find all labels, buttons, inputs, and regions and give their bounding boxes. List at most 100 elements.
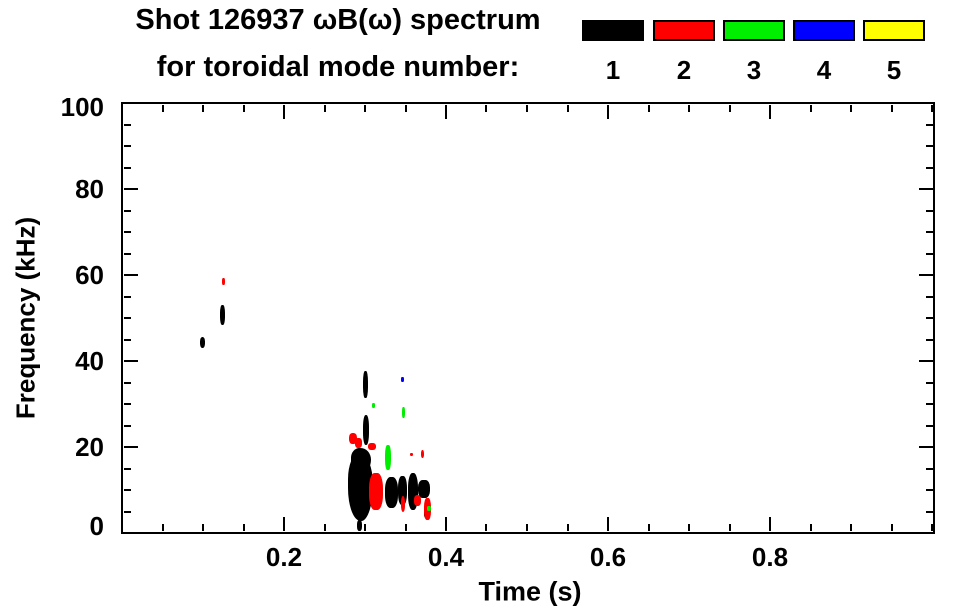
x-tick-top — [243, 105, 245, 112]
x-tick — [931, 524, 933, 531]
x-tick — [567, 524, 569, 531]
y-tick-right — [926, 382, 933, 384]
x-tick — [324, 524, 326, 531]
x-tick — [283, 517, 285, 531]
x-tick — [485, 524, 487, 531]
x-tick-top — [769, 105, 771, 119]
x-tick-top — [202, 105, 204, 112]
x-tick — [648, 524, 650, 531]
y-tick-right — [919, 274, 933, 276]
spectrum-mark-mode-1 — [418, 480, 430, 499]
y-axis-label: Frequency (kHz) — [10, 216, 41, 420]
x-tick-top — [810, 105, 812, 112]
spectrum-mark-mode-1 — [199, 336, 206, 349]
spectrum-mark-mode-3 — [402, 407, 405, 419]
y-tick-right — [926, 317, 933, 319]
y-tick-right — [926, 210, 933, 212]
x-tick — [769, 517, 771, 531]
y-tick-right — [926, 511, 933, 513]
spectrum-mark-mode-4 — [401, 376, 404, 383]
y-tick-right — [919, 446, 933, 448]
x-tick — [607, 517, 609, 531]
y-tick — [124, 360, 138, 362]
x-tick-top — [648, 105, 650, 112]
x-tick — [729, 524, 731, 531]
spectrum-mark-mode-1 — [398, 475, 408, 506]
x-tick — [891, 524, 893, 531]
y-tick — [124, 274, 138, 276]
y-tick — [124, 231, 131, 233]
x-tick — [364, 524, 366, 531]
legend-swatch-mode-2 — [653, 20, 715, 41]
x-tick — [810, 524, 812, 531]
x-tick — [405, 524, 407, 531]
y-tick-right — [926, 124, 933, 126]
legend-mode-number-3: 3 — [746, 55, 762, 85]
y-tick — [124, 382, 131, 384]
y-tick — [124, 188, 138, 190]
x-tick-top — [688, 105, 690, 112]
x-tick-top — [607, 105, 609, 119]
figure-title: Shot 126937 ωB(ω) spectrum — [135, 4, 541, 36]
y-tick-right — [926, 145, 933, 147]
x-tick-top — [445, 105, 447, 119]
y-tick — [124, 425, 131, 427]
y-tick — [124, 124, 131, 126]
y-tick — [124, 145, 131, 147]
x-tick-label-0.8: 0.8 — [751, 542, 789, 572]
spectrum-mark-mode-2 — [410, 453, 413, 457]
legend-mode-number-4: 4 — [816, 55, 832, 85]
x-tick-label-0.4: 0.4 — [427, 542, 465, 572]
spectrum-mark-mode-3 — [372, 402, 375, 408]
x-axis-label: Time (s) — [478, 576, 582, 607]
spectrum-mark-mode-1 — [385, 477, 399, 509]
y-tick-right — [926, 231, 933, 233]
x-tick-label-0.2: 0.2 — [265, 542, 303, 572]
legend-swatch-mode-1 — [582, 20, 644, 41]
y-tick-right — [926, 296, 933, 298]
legend-mode-number-1: 1 — [605, 55, 621, 85]
x-tick-top — [850, 105, 852, 112]
x-tick-top — [567, 105, 569, 112]
x-tick-top — [729, 105, 731, 112]
y-tick — [124, 317, 131, 319]
y-tick-right — [919, 360, 933, 362]
x-tick-label-0.6: 0.6 — [589, 542, 627, 572]
x-tick-top — [324, 105, 326, 112]
spectrum-mark-mode-1 — [363, 370, 369, 398]
x-tick — [243, 524, 245, 531]
y-tick-label-100: 100 — [60, 92, 104, 122]
x-tick-top — [364, 105, 366, 112]
spectrum-mark-mode-1 — [356, 520, 362, 531]
x-tick — [850, 524, 852, 531]
y-tick — [124, 210, 131, 212]
spectrum-mark-mode-2 — [413, 495, 421, 506]
x-tick-top — [891, 105, 893, 112]
y-tick-right — [926, 489, 933, 491]
figure-subtitle: for toroidal mode number: — [156, 51, 520, 83]
legend-mode-number-2: 2 — [676, 55, 692, 85]
legend-swatch-mode-5 — [863, 20, 925, 41]
y-tick-right — [926, 403, 933, 405]
x-tick — [526, 524, 528, 531]
y-tick — [124, 511, 131, 513]
y-tick — [124, 253, 131, 255]
x-tick — [688, 524, 690, 531]
y-tick-label-20: 20 — [75, 432, 104, 462]
legend-mode-number-5: 5 — [886, 55, 902, 85]
x-tick — [445, 517, 447, 531]
y-tick-right — [926, 253, 933, 255]
spectrum-mark-mode-2 — [369, 472, 383, 511]
spectrum-mark-mode-1 — [220, 305, 225, 325]
spectrum-mark-mode-2 — [222, 278, 225, 285]
y-tick-label-80: 80 — [75, 174, 104, 204]
x-tick — [162, 524, 164, 531]
x-tick-top — [405, 105, 407, 112]
y-tick — [124, 403, 131, 405]
x-tick-top — [283, 105, 285, 119]
legend-swatch-mode-3 — [723, 20, 785, 41]
y-tick — [124, 468, 131, 470]
y-tick — [124, 446, 138, 448]
spectrum-mark-mode-1 — [362, 415, 370, 445]
